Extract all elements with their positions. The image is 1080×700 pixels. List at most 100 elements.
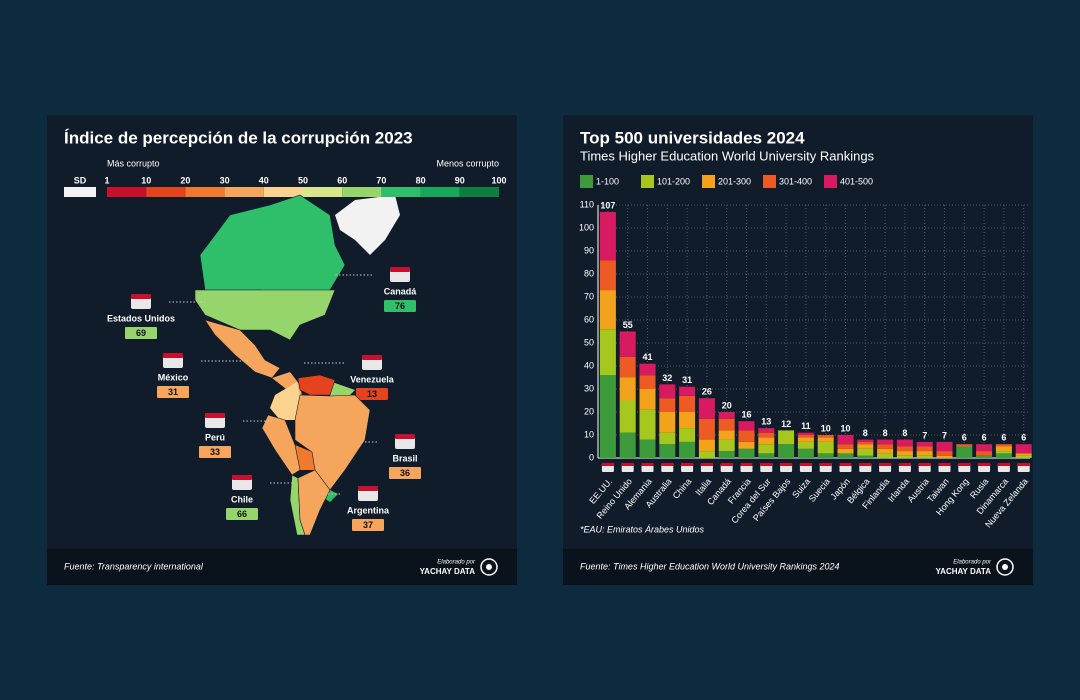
bar-segment <box>916 446 933 452</box>
total-label: 8 <box>863 428 868 438</box>
bolivia <box>295 445 315 470</box>
flag-stripe <box>681 463 694 466</box>
legend-label: 101-200 <box>657 176 690 186</box>
legend-tick: 50 <box>298 175 308 185</box>
credit-brand: YACHAY DATA <box>420 567 476 576</box>
bar-segment <box>599 375 616 458</box>
logo <box>1002 564 1008 570</box>
flag-stripe <box>898 463 911 466</box>
flag-stripe <box>232 475 252 480</box>
flag-stripe <box>918 463 931 466</box>
flag-stripe <box>997 463 1010 466</box>
country <box>294 394 371 491</box>
bar-segment <box>857 439 874 442</box>
value-box <box>389 467 421 479</box>
bar-segment <box>1015 455 1032 458</box>
bar-segment <box>995 451 1012 454</box>
bar-segment <box>698 418 715 440</box>
credit-by: Elaborado por <box>437 560 476 566</box>
total-label: 20 <box>722 400 732 410</box>
bar-segment <box>995 446 1012 452</box>
bar-segment <box>896 455 913 458</box>
flag-stripe <box>395 434 415 439</box>
legend-tick: 80 <box>416 175 426 185</box>
legend-swatch <box>107 187 147 197</box>
legend-swatch <box>763 175 776 188</box>
legend-label: 401-500 <box>840 176 873 186</box>
total-label: 41 <box>642 352 652 362</box>
greenland <box>335 195 400 255</box>
source: Fuente: Times Higher Education World Uni… <box>580 561 840 571</box>
country <box>194 289 336 341</box>
legend-sd: SD <box>74 175 87 185</box>
y-tick-label: 60 <box>584 314 594 324</box>
flag-stripe <box>601 463 614 466</box>
bar-segment <box>896 446 913 452</box>
legend-right: Menos corrupto <box>436 158 499 168</box>
bar-segment <box>896 439 913 447</box>
value-box <box>125 327 157 339</box>
country-name: Brasil <box>392 453 417 463</box>
flag-stripe <box>819 463 832 466</box>
bar-segment <box>936 451 953 456</box>
bar-segment <box>976 451 993 456</box>
bar-segment <box>896 451 913 456</box>
y-tick-label: 70 <box>584 291 594 301</box>
bar-segment <box>877 444 894 449</box>
total-label: 6 <box>1021 433 1026 443</box>
legend-label: 1-100 <box>596 176 619 186</box>
flag-stripe <box>879 463 892 466</box>
bar-segment <box>837 435 854 445</box>
total-label: 13 <box>761 416 771 426</box>
y-tick-label: 10 <box>584 429 594 439</box>
bar-segment <box>738 421 755 431</box>
bar-segment <box>797 437 814 442</box>
chart-title: Top 500 universidades 2024 <box>580 128 805 147</box>
legend-swatch <box>381 187 421 197</box>
flag-stripe <box>799 463 812 466</box>
value-label: 37 <box>363 520 373 530</box>
total-label: 26 <box>702 387 712 397</box>
legend-swatch <box>146 187 186 197</box>
bar-segment <box>758 437 775 445</box>
bar-segment <box>817 437 834 442</box>
bar-segment <box>877 448 894 454</box>
flag-stripe <box>362 355 382 360</box>
country-name: Estados Unidos <box>107 313 175 323</box>
total-label: 6 <box>982 433 987 443</box>
bar-segment <box>797 435 814 438</box>
bar-segment <box>936 455 953 458</box>
value-box <box>199 446 231 458</box>
credit-by: Elaborado por <box>953 560 992 566</box>
bar-segment <box>837 444 854 449</box>
legend-tick: 30 <box>220 175 230 185</box>
bar-segment <box>877 439 894 445</box>
country <box>204 319 281 379</box>
y-tick-label: 90 <box>584 245 594 255</box>
bar-segment <box>639 363 656 376</box>
bar-segment <box>619 432 636 458</box>
total-label: 12 <box>781 419 791 429</box>
country <box>297 469 331 536</box>
legend-swatch <box>824 175 837 188</box>
y-tick-label: 0 <box>589 452 594 462</box>
bar-segment <box>797 448 814 458</box>
bar-segment <box>718 439 735 452</box>
y-tick-label: 110 <box>580 199 594 209</box>
bar-segment <box>817 435 834 438</box>
bar-segment <box>956 444 973 447</box>
bar-segment <box>778 430 795 445</box>
colombia <box>270 382 300 420</box>
flag-stripe <box>1017 463 1030 466</box>
legend-label: 201-300 <box>718 176 751 186</box>
bar-segment <box>995 444 1012 447</box>
bar-segment <box>659 444 676 458</box>
value-label: 66 <box>237 509 247 519</box>
country-name: México <box>158 372 189 382</box>
bar-segment <box>599 211 616 261</box>
flag-stripe <box>760 463 773 466</box>
bar-segment <box>758 432 775 438</box>
bar-segment <box>778 444 795 458</box>
total-label: 10 <box>840 423 850 433</box>
